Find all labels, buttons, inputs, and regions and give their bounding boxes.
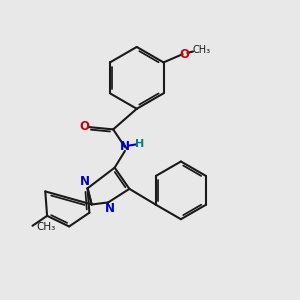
Text: O: O: [80, 120, 90, 133]
Text: N: N: [105, 202, 115, 215]
Text: CH₃: CH₃: [36, 222, 55, 232]
Text: H: H: [135, 139, 144, 149]
Text: N: N: [80, 175, 90, 188]
Text: CH₃: CH₃: [192, 45, 210, 55]
Text: N: N: [120, 140, 130, 153]
Text: O: O: [179, 48, 189, 61]
